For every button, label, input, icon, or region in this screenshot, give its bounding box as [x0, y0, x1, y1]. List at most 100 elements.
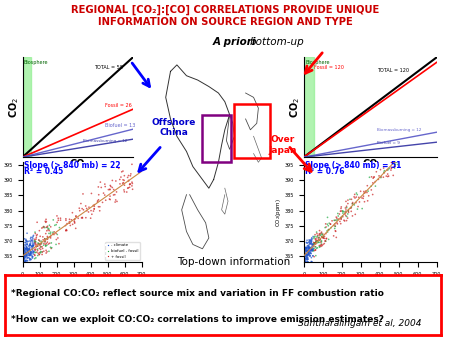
- Point: [112, 199, 119, 205]
- Point: [36, 238, 43, 243]
- Point: [315, 235, 323, 241]
- Point: [36, 252, 43, 257]
- Point: [368, 187, 375, 193]
- Point: [305, 252, 312, 257]
- Point: [28, 251, 36, 256]
- Point: [100, 190, 107, 196]
- Point: [63, 228, 70, 233]
- Point: [23, 244, 30, 249]
- Point: [369, 192, 376, 197]
- Point: [339, 214, 346, 219]
- Point: [29, 254, 36, 260]
- Point: [26, 257, 33, 263]
- Point: [101, 192, 108, 198]
- Point: [353, 190, 360, 196]
- Point: [21, 256, 28, 261]
- Point: [371, 174, 378, 179]
- Point: [305, 252, 312, 258]
- Point: [302, 259, 309, 264]
- Text: Slope (> 840 mb) = 22: Slope (> 840 mb) = 22: [24, 161, 120, 170]
- Point: [308, 248, 315, 254]
- Point: [40, 242, 47, 248]
- Point: [321, 238, 328, 244]
- Point: [22, 259, 30, 264]
- Point: [128, 183, 135, 189]
- Text: Suntharalingam et al, 2004: Suntharalingam et al, 2004: [298, 319, 422, 328]
- Point: [318, 232, 325, 238]
- Point: [340, 209, 347, 214]
- Point: [300, 254, 307, 259]
- Point: [27, 249, 34, 255]
- Point: [22, 243, 29, 248]
- Point: [32, 246, 39, 252]
- Point: [302, 254, 310, 259]
- Point: [318, 239, 325, 245]
- Point: [305, 252, 312, 258]
- Point: [21, 251, 28, 257]
- Point: [374, 160, 382, 165]
- Point: [23, 246, 30, 252]
- Point: [34, 248, 41, 253]
- Point: [19, 259, 27, 264]
- Point: [83, 208, 90, 214]
- Point: [30, 261, 37, 266]
- Point: [26, 250, 33, 256]
- Point: [111, 192, 118, 197]
- Point: [27, 236, 34, 242]
- Point: [31, 240, 38, 245]
- Point: [342, 210, 349, 215]
- Point: [301, 247, 308, 253]
- Point: [21, 250, 28, 255]
- Point: [305, 251, 312, 257]
- Point: [309, 253, 316, 259]
- Point: [365, 193, 372, 198]
- Point: [306, 249, 313, 255]
- Point: [28, 255, 36, 260]
- Text: Biomassburning = 12: Biomassburning = 12: [83, 139, 127, 143]
- Point: [318, 238, 325, 243]
- Point: [85, 209, 92, 215]
- Point: [20, 245, 27, 250]
- Point: [20, 253, 27, 258]
- Point: [76, 208, 83, 213]
- Point: [20, 266, 27, 271]
- Point: [21, 242, 28, 247]
- Point: [308, 235, 315, 241]
- Point: [37, 249, 44, 254]
- Point: [19, 257, 26, 262]
- Point: [96, 204, 104, 210]
- Point: [27, 249, 35, 255]
- Point: [306, 238, 313, 244]
- Point: [308, 247, 315, 253]
- Point: [307, 251, 315, 256]
- Point: [390, 160, 397, 165]
- Point: [342, 205, 349, 211]
- Point: [388, 160, 395, 165]
- Point: [384, 171, 392, 177]
- Point: [22, 260, 29, 265]
- Point: [23, 266, 30, 271]
- Point: [19, 243, 27, 248]
- Point: [354, 192, 361, 197]
- Point: [32, 238, 39, 244]
- Point: [37, 241, 45, 246]
- Text: *How can we exploit CO:CO₂ correlations to improve emission estimates?: *How can we exploit CO:CO₂ correlations …: [11, 315, 384, 324]
- Point: [313, 231, 320, 236]
- Point: [331, 221, 338, 226]
- Point: [25, 250, 32, 256]
- Point: [343, 218, 350, 223]
- Point: [390, 173, 397, 178]
- Point: [123, 189, 130, 195]
- Point: [44, 234, 51, 239]
- Point: [32, 243, 40, 249]
- Point: [304, 255, 311, 261]
- Point: [301, 245, 308, 250]
- Point: [32, 239, 39, 244]
- Point: [302, 259, 309, 265]
- Point: [44, 237, 51, 242]
- Text: Top-down information: Top-down information: [177, 257, 291, 267]
- Point: [345, 209, 352, 214]
- Point: [63, 218, 70, 223]
- Point: [364, 198, 371, 203]
- Point: [343, 214, 351, 219]
